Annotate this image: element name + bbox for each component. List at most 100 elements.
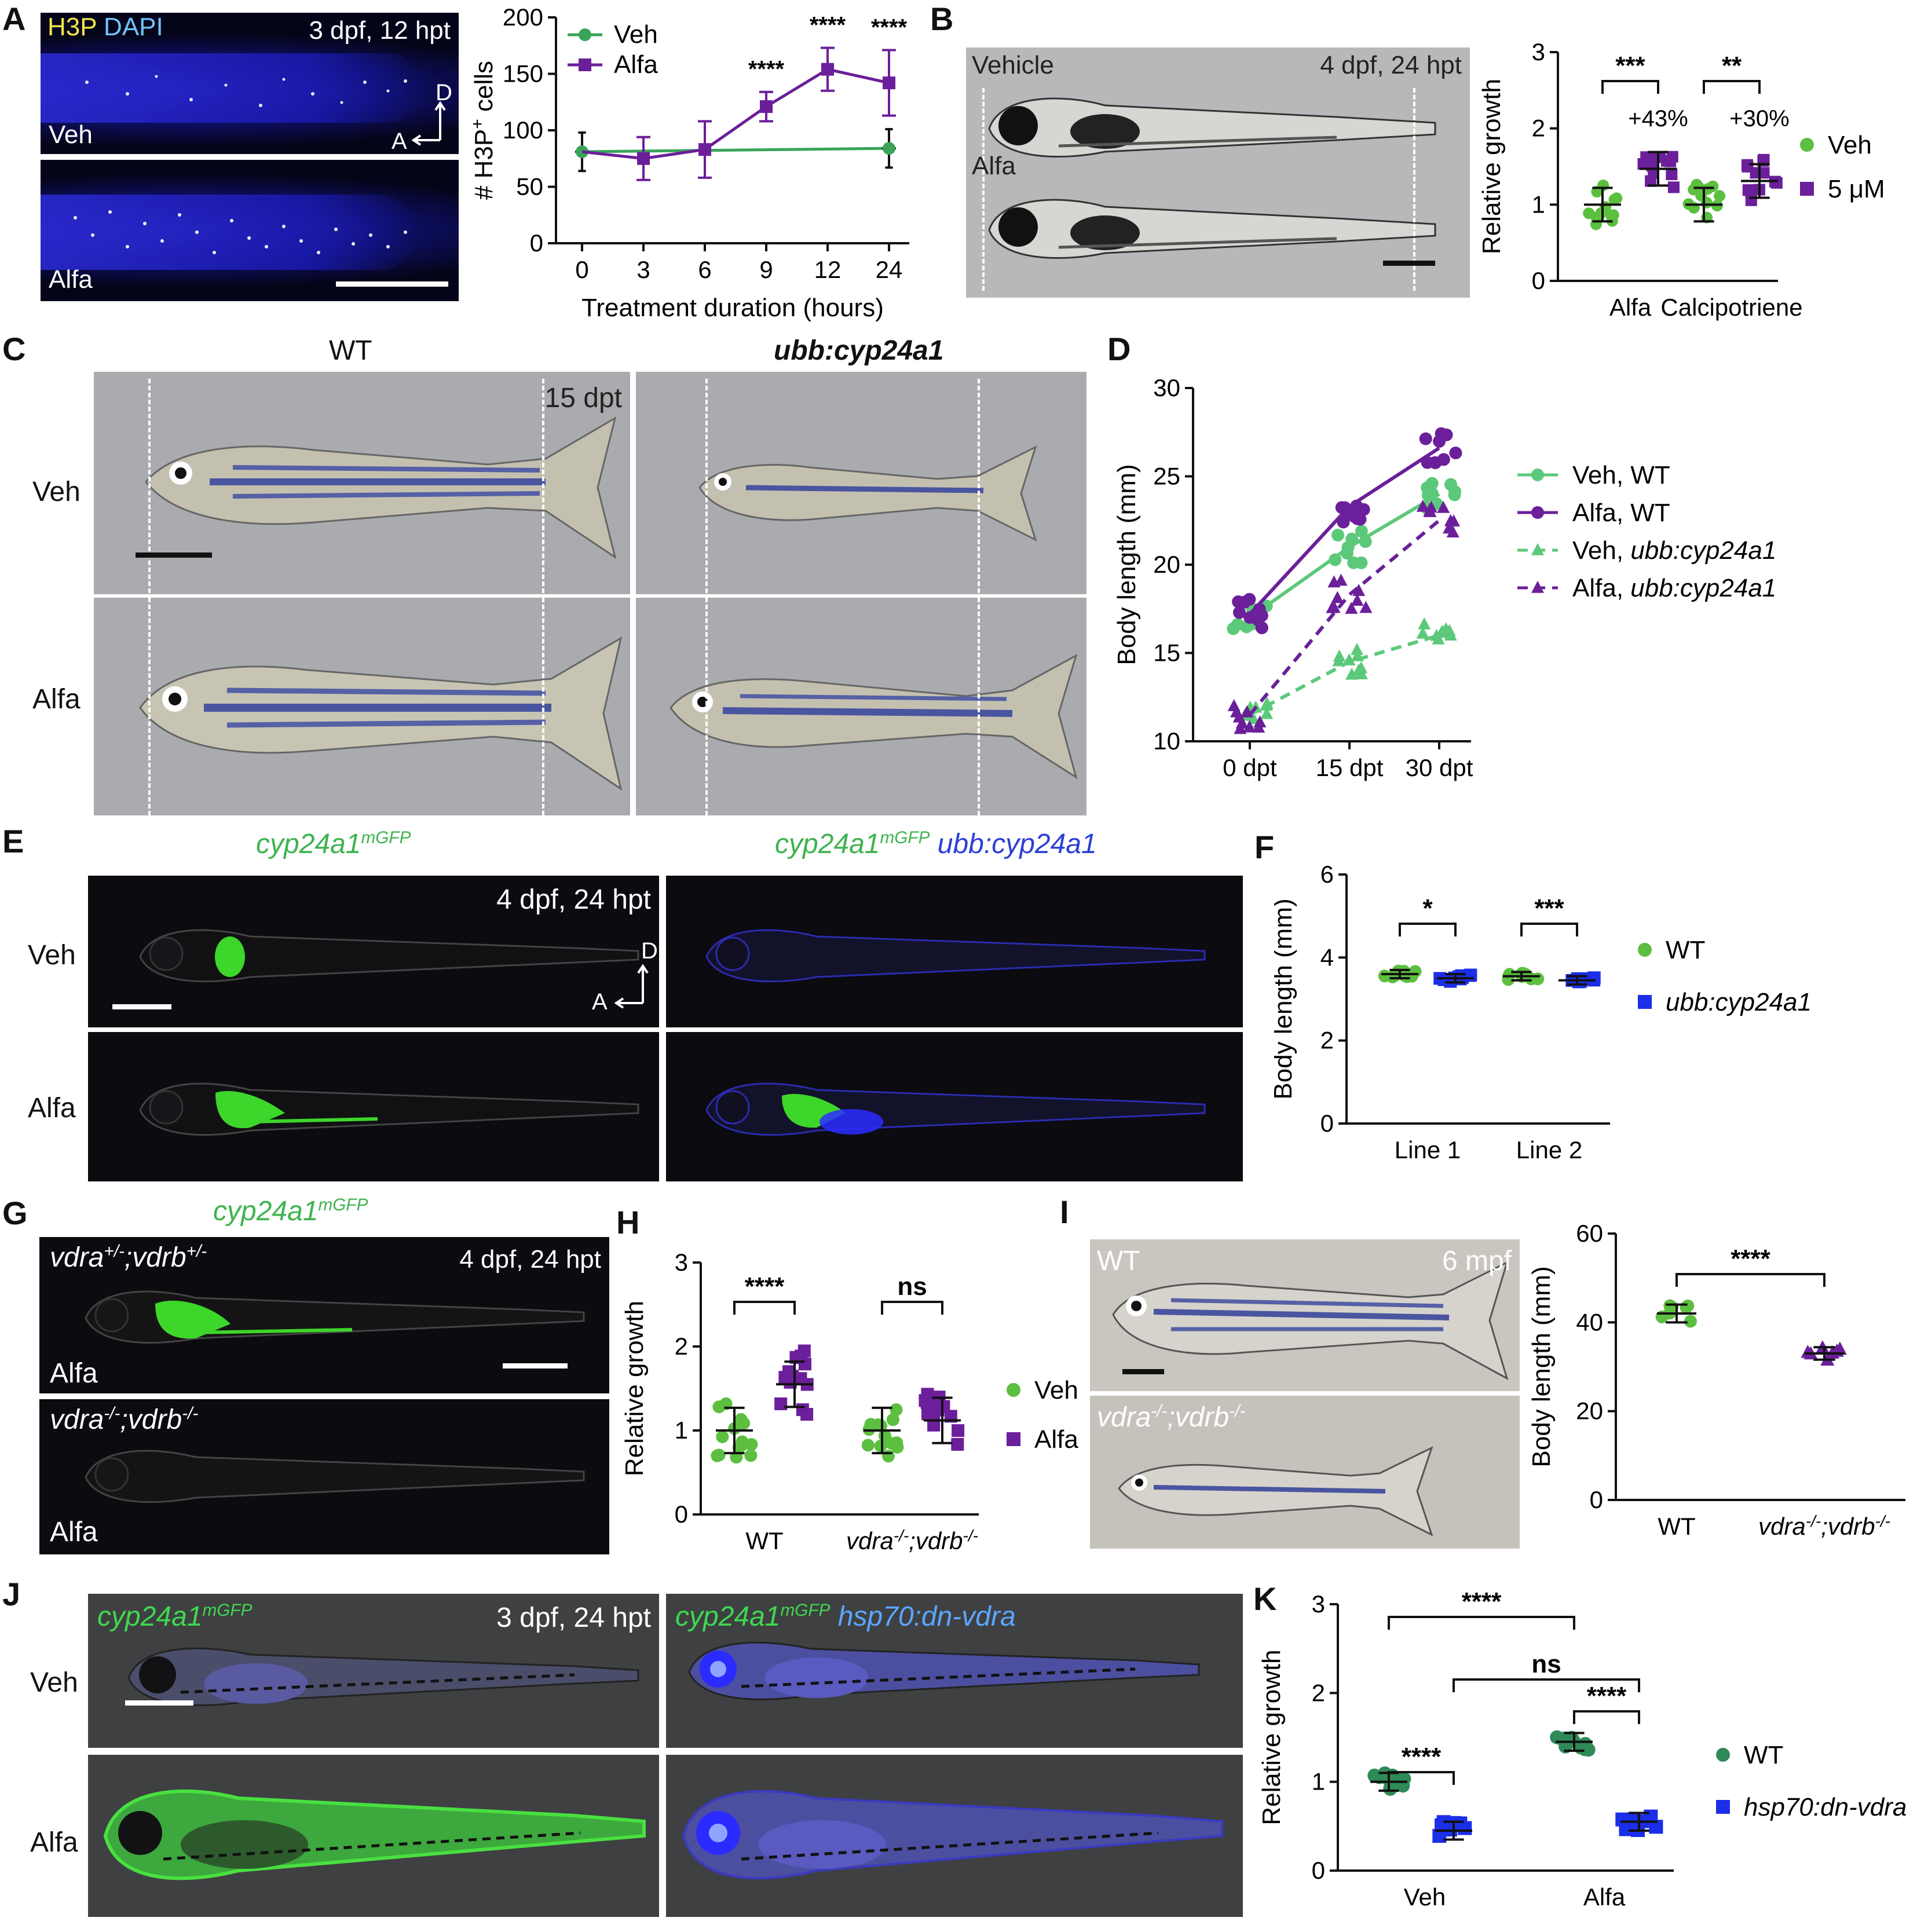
significance-label: ns	[897, 1272, 927, 1301]
dashed-line-right	[978, 598, 980, 815]
y-axis-label: Body length (mm)	[1529, 1266, 1556, 1467]
data-point	[1664, 155, 1677, 167]
y-axis-label: Relative growth	[620, 1301, 649, 1476]
significance-bracket	[1675, 1273, 1825, 1287]
y-tick-label: 0	[530, 229, 543, 257]
data-point	[1231, 617, 1245, 631]
timepoint-label: 4 dpf, 24 hpt	[1320, 51, 1462, 79]
x-tick-label: Alfa	[1609, 294, 1652, 321]
timepoint-label: 15 dpt	[544, 383, 622, 414]
stain-dapi: DAPI	[104, 13, 163, 41]
legend-label: Alfa, ubb:cyp24a1	[1572, 574, 1776, 602]
data-point	[745, 1438, 758, 1451]
data-point	[1353, 513, 1367, 526]
x-tick-label: Line 2	[1516, 1136, 1582, 1163]
image-c-ubb-alfa	[636, 598, 1086, 815]
legend-alfa-label: Alfa	[1034, 1425, 1078, 1454]
image-a-veh: H3P DAPI 3 dpf, 12 hpt Veh D A	[41, 13, 459, 154]
scale-bar	[125, 1700, 193, 1706]
data-point-alfa	[698, 143, 711, 156]
data-point	[1243, 720, 1256, 733]
scale-bar	[503, 1363, 568, 1368]
legend-veh-label: Veh	[1828, 131, 1872, 159]
legend-wt-label: WT	[1744, 1741, 1783, 1769]
data-point	[1531, 972, 1545, 986]
legend-veh-marker	[1800, 138, 1814, 152]
dashed-line-right	[978, 379, 980, 593]
panel-label-d: D	[1107, 331, 1131, 367]
y-axis-label: Relative growth	[1257, 1649, 1286, 1825]
panel-label-a: A	[2, 1, 26, 37]
x-tick-label: 0	[575, 256, 588, 283]
condition-alfa: Alfa	[972, 152, 1016, 180]
significance-label: ****	[1402, 1743, 1442, 1771]
data-point-alfa	[637, 152, 650, 165]
data-point	[716, 1430, 729, 1443]
y-tick-label: 0	[1532, 267, 1545, 294]
y-tick-label: 20	[1576, 1397, 1603, 1425]
x-axis-label: Treatment duration (hours)	[581, 294, 884, 322]
significance-label: ****	[1462, 1587, 1502, 1616]
image-e-gfp-veh: 4 dpf, 24 hpt D A	[88, 876, 659, 1027]
data-point	[732, 1441, 745, 1454]
x-tick-label: WT	[1658, 1513, 1695, 1540]
condition-alfa: Alfa	[50, 1517, 98, 1547]
row-alfa: Alfa	[32, 684, 81, 715]
data-point	[1419, 432, 1432, 445]
data-point	[1444, 628, 1457, 641]
image-g-het: vdra+/-;vdrb+/- 4 dpf, 24 hpt Alfa	[39, 1237, 609, 1393]
dashed-line-right	[542, 598, 544, 815]
timepoint-label: 4 dpf, 24 hpt	[459, 1245, 601, 1274]
legend-5um-label: 5 μM	[1828, 175, 1885, 203]
col-wt: WT	[329, 335, 372, 366]
y-tick-label: 2	[1320, 1027, 1334, 1054]
adult-fish	[1118, 1446, 1433, 1536]
significance-label: ns	[1531, 1650, 1561, 1678]
data-point	[1681, 1299, 1695, 1312]
legend-hsp70-label: hsp70:dn-vdra	[1744, 1793, 1907, 1821]
data-point	[1418, 617, 1431, 630]
y-tick-label: 4	[1320, 943, 1334, 971]
data-point	[1741, 159, 1753, 171]
data-point	[1421, 481, 1434, 495]
legend-marker	[1531, 469, 1544, 481]
legend-marker	[1531, 506, 1544, 519]
y-tick-label: 2	[1312, 1679, 1325, 1706]
significance-bracket	[881, 1301, 943, 1315]
y-axis-label: Body length (mm)	[1274, 898, 1297, 1099]
y-tick-label: 2	[1532, 115, 1545, 142]
x-tick-label: Alfa	[1583, 1883, 1626, 1911]
y-tick-label: 0	[1320, 1110, 1334, 1137]
y-axis-label: Body length (mm)	[1113, 464, 1141, 665]
timepoint-label: 3 dpf, 12 hpt	[309, 16, 451, 45]
axis-d: D	[436, 80, 452, 105]
row-alfa: Alfa	[30, 1827, 78, 1858]
larva-outline	[705, 929, 1206, 983]
dashed-line-left	[705, 598, 708, 815]
legend-label: Alfa, WT	[1572, 499, 1670, 527]
significance-label: ****	[871, 15, 908, 41]
adult-fish	[670, 653, 1078, 780]
data-point	[1252, 720, 1265, 733]
data-point	[1439, 622, 1453, 635]
legend-marker-alfa	[579, 58, 591, 71]
data-point	[1758, 167, 1770, 179]
y-tick-label: 2	[675, 1333, 688, 1360]
axis-arrow-icon	[411, 101, 446, 146]
axis-arrow-icon	[614, 964, 649, 1009]
legend-hsp70-marker	[1716, 1800, 1730, 1814]
data-point	[1355, 556, 1368, 569]
significance-label: ***	[1534, 894, 1564, 923]
image-e-merge-alfa	[666, 1032, 1243, 1181]
data-point-veh	[883, 142, 895, 155]
fish-tail-shape	[41, 53, 423, 123]
data-point	[782, 1365, 796, 1378]
image-j-merge-veh: cyp24a1mGFP hsp70:dn-vdra	[666, 1594, 1243, 1748]
scale-bar	[136, 552, 212, 558]
data-point	[1429, 456, 1442, 470]
x-tick-label: WT	[745, 1527, 783, 1554]
dashed-line-right	[542, 379, 544, 593]
y-tick-label: 40	[1576, 1308, 1603, 1335]
data-point	[1667, 181, 1680, 193]
y-tick-label: 1	[675, 1417, 688, 1444]
